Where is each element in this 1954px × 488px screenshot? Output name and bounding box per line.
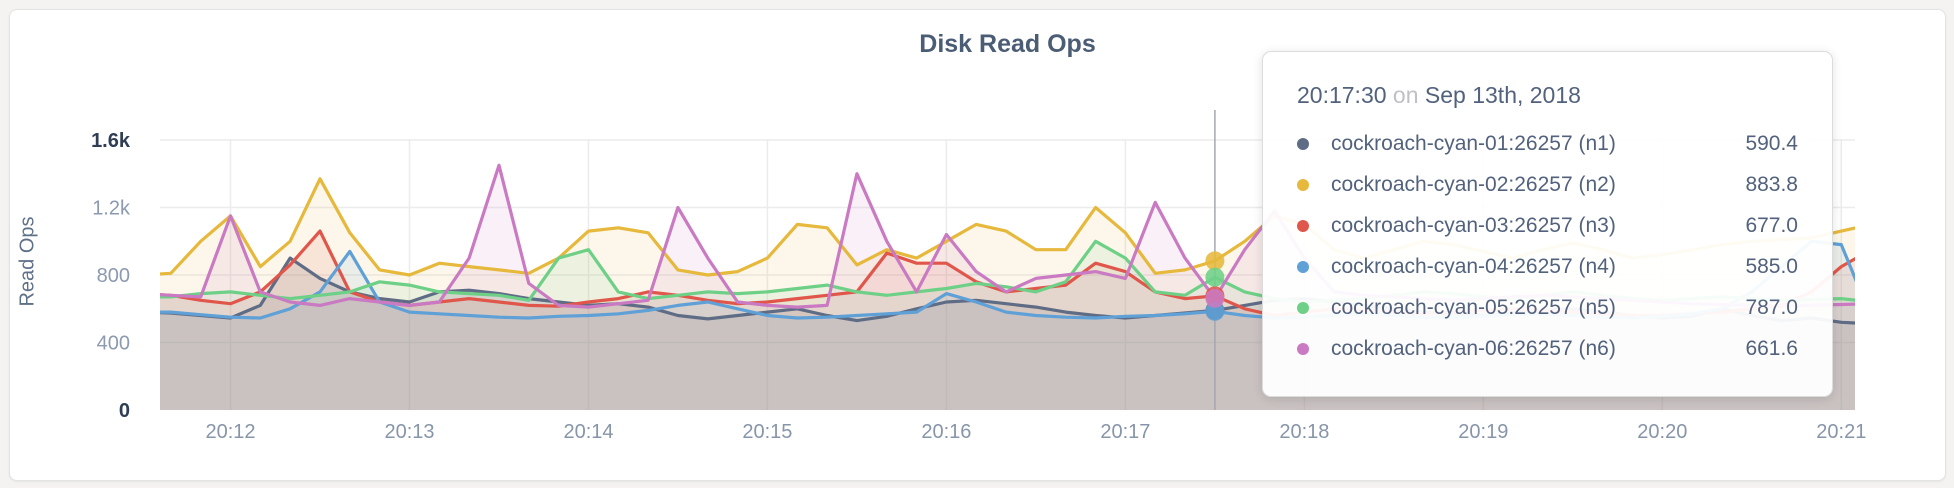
tooltip-series-name: cockroach-cyan-03:26257 (n3): [1331, 213, 1616, 237]
x-tick-label: 20:21: [1816, 421, 1866, 443]
tooltip-series-name: cockroach-cyan-04:26257 (n4): [1331, 254, 1616, 278]
x-tick-label: 20:16: [921, 421, 971, 443]
y-tick-label: 0: [119, 400, 130, 422]
series-color-dot-icon: [1297, 219, 1309, 232]
axis-labels: 20:12 20:13 20:14 20:15 20:16 20:17 20:18 20:19…: [91, 130, 1866, 443]
tooltip-row: cockroach-cyan-03:26257 (n3) 677.0: [1297, 205, 1798, 246]
tooltip-series-value: 585.0: [1745, 254, 1798, 278]
tooltip-series-name: cockroach-cyan-02:26257 (n2): [1331, 172, 1616, 196]
tooltip-series-name: cockroach-cyan-01:26257 (n1): [1331, 131, 1616, 155]
tooltip-header: 20:17:30 on Sep 13th, 2018: [1297, 82, 1798, 109]
hover-dots: [1205, 251, 1225, 321]
x-tick-label: 20:13: [384, 421, 434, 443]
tooltip-series-value: 787.0: [1745, 295, 1798, 319]
tooltip-row: cockroach-cyan-04:26257 (n4) 585.0: [1297, 246, 1798, 287]
x-tick-label: 20:18: [1279, 421, 1329, 443]
tooltip-row: cockroach-cyan-01:26257 (n1) 590.4: [1297, 123, 1798, 164]
tooltip-rows: cockroach-cyan-01:26257 (n1) 590.4 cockroa…: [1297, 123, 1798, 369]
y-tick-label: 400: [97, 333, 130, 355]
tooltip-row: cockroach-cyan-06:26257 (n6) 661.6: [1297, 328, 1798, 369]
x-tick-label: 20:15: [742, 421, 792, 443]
series-color-dot-icon: [1297, 342, 1309, 355]
y-tick-label: 800: [97, 265, 130, 287]
tooltip-row: cockroach-cyan-05:26257 (n5) 787.0: [1297, 287, 1798, 328]
x-tick-label: 20:12: [205, 421, 255, 443]
series-color-dot-icon: [1297, 260, 1309, 273]
x-tick-label: 20:20: [1637, 421, 1687, 443]
tooltip-series-value: 590.4: [1745, 131, 1798, 155]
hover-dot-n2: [1205, 251, 1225, 271]
chart-title: Disk Read Ops: [919, 30, 1096, 58]
series-color-dot-icon: [1297, 178, 1309, 191]
hover-tooltip: 20:17:30 on Sep 13th, 2018 cockroach-cya…: [1262, 51, 1833, 397]
tooltip-series-value: 883.8: [1745, 172, 1798, 196]
x-tick-label: 20:17: [1100, 421, 1150, 443]
series-color-dot-icon: [1297, 137, 1309, 150]
y-tick-label: 1.2k: [92, 198, 131, 220]
x-tick-label: 20:14: [563, 421, 613, 443]
tooltip-row: cockroach-cyan-02:26257 (n2) 883.8: [1297, 164, 1798, 205]
tooltip-series-value: 677.0: [1745, 213, 1798, 237]
tooltip-series-name: cockroach-cyan-05:26257 (n5): [1331, 295, 1616, 319]
x-tick-label: 20:19: [1458, 421, 1508, 443]
hover-dot-n6: [1205, 288, 1225, 308]
y-tick-label: 1.6k: [91, 130, 131, 152]
tooltip-on-word: on: [1392, 82, 1419, 108]
tooltip-date: Sep 13th, 2018: [1424, 82, 1581, 108]
series-color-dot-icon: [1297, 301, 1309, 314]
hover-dot-n5: [1205, 267, 1225, 287]
tooltip-series-value: 661.6: [1745, 336, 1798, 360]
tooltip-time: 20:17:30: [1297, 82, 1387, 108]
tooltip-series-name: cockroach-cyan-06:26257 (n6): [1331, 336, 1616, 360]
